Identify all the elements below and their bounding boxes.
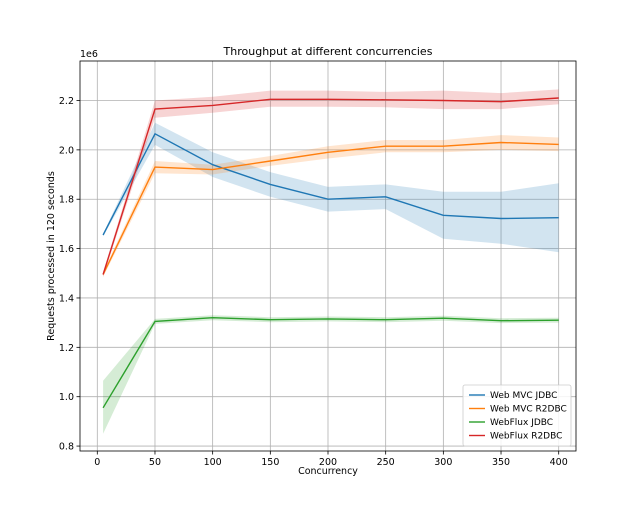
x-tick-label: 50 <box>149 457 161 468</box>
y-tick-label: 1.0 <box>59 392 74 403</box>
x-tick-label: 0 <box>94 457 100 468</box>
x-tick-label: 200 <box>319 457 337 468</box>
y-tick-label: 1.2 <box>59 343 74 354</box>
chart-title: Throughput at different concurrencies <box>223 45 433 58</box>
legend-label: WebFlux R2DBC <box>490 432 562 442</box>
series-line-0 <box>102 132 559 236</box>
legend-label: WebFlux JDBC <box>490 418 553 428</box>
series-line-3 <box>102 97 559 275</box>
x-tick-label: 100 <box>204 457 222 468</box>
y-axis-title: Requests processed in 120 seconds <box>46 171 57 341</box>
legend-box <box>462 384 572 447</box>
y-offset-label: 1e6 <box>80 49 98 60</box>
x-axis-title: Concurrency <box>298 466 358 477</box>
confidence-band-series-2 <box>103 315 559 434</box>
x-tick-label: 400 <box>550 457 568 468</box>
y-tick-label: 1.8 <box>59 195 74 206</box>
y-tick-label: 1.6 <box>59 244 74 255</box>
confidence-band-series-1 <box>103 135 559 277</box>
series-line-1 <box>102 141 559 275</box>
y-tick-label: 0.8 <box>59 442 74 453</box>
series-line-2 <box>102 316 559 409</box>
legend-label: Web MVC JDBC <box>490 391 557 401</box>
legend: Web MVC JDBC Web MVC R2DBC WebFlux JDBC Web… <box>462 384 572 447</box>
x-tick-label: 250 <box>377 457 395 468</box>
y-tick-label: 2.0 <box>59 145 74 156</box>
confidence-band-series-0 <box>103 122 559 253</box>
legend-label: Web MVC R2DBC <box>490 405 567 415</box>
y-tick-label: 1.4 <box>59 293 74 304</box>
tick-layer: 0 50 100 150 200 250 300 350 400 0.8 1.0 1.2 1.4 1.6 1… <box>59 96 568 468</box>
x-tick-label: 350 <box>492 457 510 468</box>
line-layer <box>102 97 559 409</box>
band-layer <box>103 89 559 434</box>
y-tick-label: 2.2 <box>59 96 74 107</box>
x-tick-label: 150 <box>261 457 279 468</box>
grid-layer <box>80 61 576 451</box>
x-tick-label: 300 <box>434 457 452 468</box>
